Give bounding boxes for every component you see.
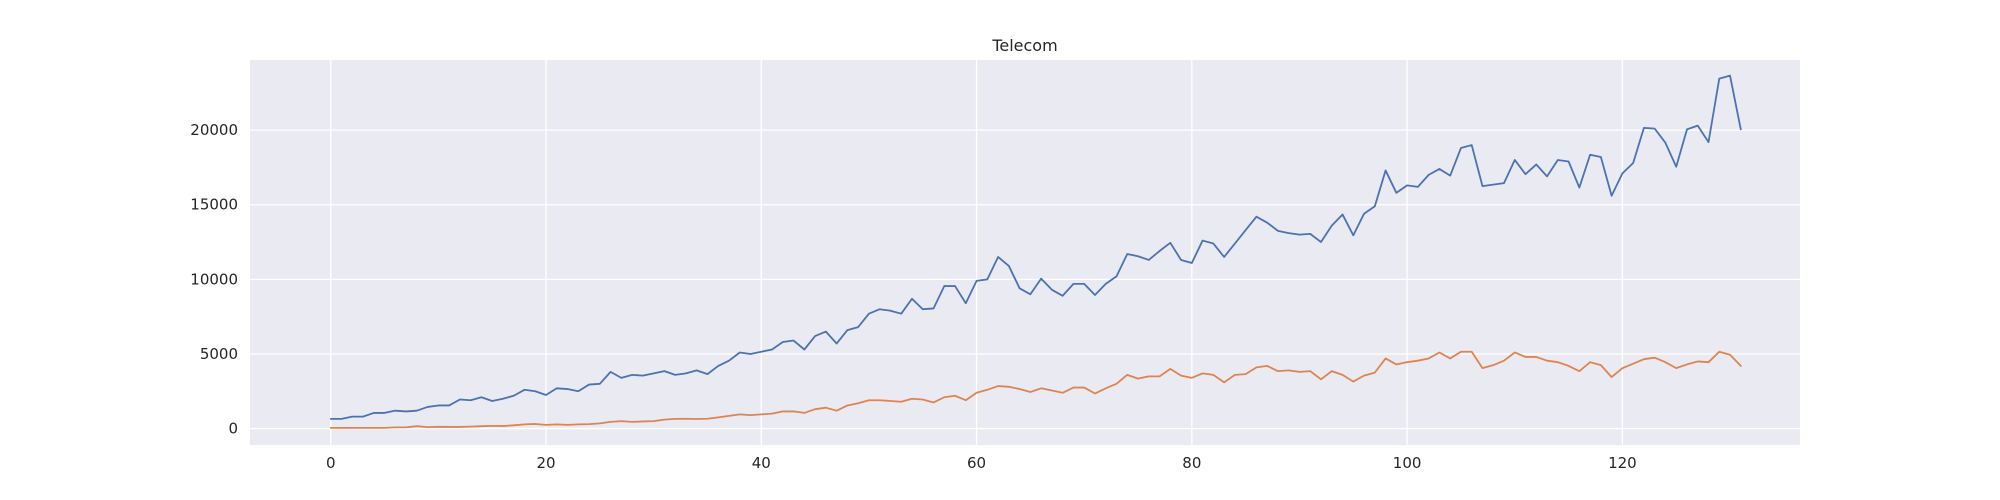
x-tick-label: 100 — [1393, 454, 1422, 472]
y-axis-ticks: 0 5000 10000 15000 20000 — [190, 121, 238, 437]
series-line-1 — [329, 74, 1742, 420]
x-tick-label: 40 — [752, 454, 771, 472]
x-tick-label: 120 — [1608, 454, 1637, 472]
x-tick-label: 80 — [1182, 454, 1201, 472]
series-line-2 — [329, 350, 1742, 429]
plot-area — [250, 60, 1800, 445]
y-tick-label: 20000 — [190, 121, 238, 139]
y-tick-label: 5000 — [200, 345, 238, 363]
x-axis-ticks: 0 20 40 60 80 100 120 — [326, 454, 1637, 472]
y-tick-label: 10000 — [190, 270, 238, 288]
x-tick-label: 60 — [967, 454, 986, 472]
series-lines — [329, 74, 1742, 429]
y-tick-label: 15000 — [190, 196, 238, 214]
grid-lines — [250, 60, 1800, 445]
y-tick-label: 0 — [228, 420, 238, 438]
x-tick-label: 0 — [326, 454, 336, 472]
x-tick-label: 20 — [536, 454, 555, 472]
chart-title: Telecom — [991, 36, 1057, 55]
